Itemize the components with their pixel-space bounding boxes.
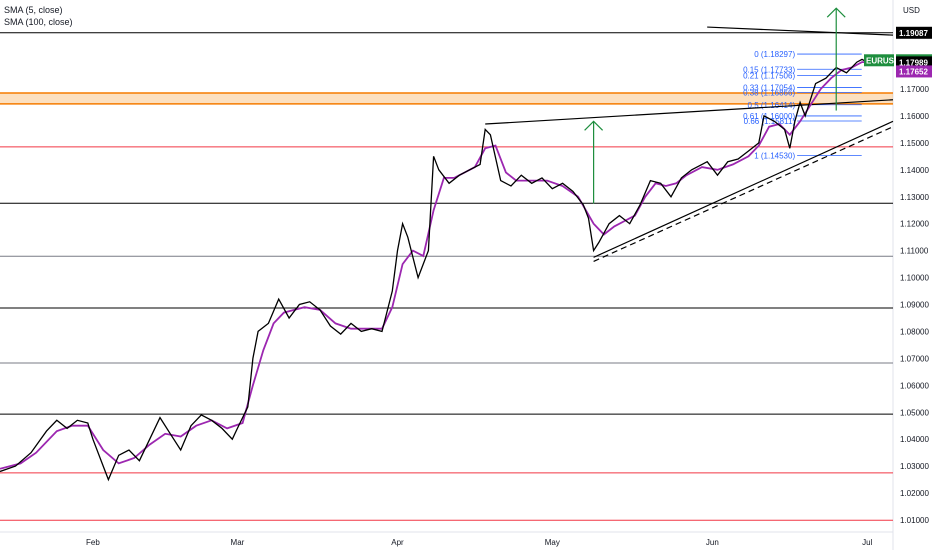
price-tag-label: 1.17652 xyxy=(899,67,928,76)
fib-level-label: 0.61 (1.16000) xyxy=(743,112,795,121)
symbol-tag-label: EURUSD xyxy=(866,56,900,65)
x-tick-label: Mar xyxy=(231,538,245,547)
y-tick-label: 1.02000 xyxy=(900,489,929,498)
legend-sma-fast[interactable]: SMA (5, close) xyxy=(4,5,63,15)
fib-level-label: 0.5 (1.16414) xyxy=(748,101,796,110)
resistance-zone xyxy=(0,93,893,104)
fib-level-label: 0 (1.18297) xyxy=(754,50,795,59)
projection-arrowhead xyxy=(584,120,604,131)
trendline xyxy=(485,99,894,125)
price-tag xyxy=(896,56,932,69)
trendline xyxy=(593,120,894,258)
fib-level-label: 0.15 (1.17733) xyxy=(743,65,795,74)
x-tick-label: Jun xyxy=(706,538,719,547)
sma-fast-line xyxy=(0,61,873,470)
fib-level-label: 0.33 (1.17054) xyxy=(743,84,795,93)
x-tick-label: Feb xyxy=(86,538,100,547)
y-tick-label: 1.08000 xyxy=(900,327,929,336)
y-tick-label: 1.05000 xyxy=(900,408,929,417)
fib-level-label: 0.66 (1.15811) xyxy=(744,117,796,126)
y-tick-label: 1.13000 xyxy=(900,193,929,202)
y-tick-label: 1.09000 xyxy=(900,301,929,310)
projection-arrowhead xyxy=(826,7,846,18)
currency-label: USD xyxy=(903,6,920,15)
symbol-tag xyxy=(864,54,894,67)
price-tag xyxy=(896,26,932,39)
fib-level-label: 1 (1.14530) xyxy=(754,152,795,161)
trendline xyxy=(593,126,894,262)
legend-sma-slow[interactable]: SMA (100, close) xyxy=(4,17,73,27)
y-tick-label: 1.16000 xyxy=(900,112,929,121)
y-tick-label: 1.15000 xyxy=(900,139,929,148)
y-tick-label: 1.06000 xyxy=(900,381,929,390)
trendline xyxy=(707,26,894,36)
chart-legend: SMA (5, close) SMA (100, close) xyxy=(4,4,73,28)
x-tick-label: Jul xyxy=(862,538,872,547)
x-tick-label: May xyxy=(545,538,560,547)
y-tick-label: 1.11000 xyxy=(900,247,929,256)
y-tick-label: 1.03000 xyxy=(900,462,929,471)
price-line xyxy=(0,58,873,482)
y-tick-label: 1.01000 xyxy=(900,516,929,525)
y-tick-label: 1.14000 xyxy=(900,166,929,175)
y-tick-label: 1.07000 xyxy=(900,354,929,363)
price-tag-label: 1.19087 xyxy=(899,29,928,38)
fib-level-label: 0.38 (1.16866) xyxy=(743,89,795,98)
fib-level-label: 0.21 (1.17506) xyxy=(743,71,795,80)
y-tick-label: 1.10000 xyxy=(900,274,929,283)
price-tag-label: 1.17989 xyxy=(899,58,928,67)
y-tick-label: 1.04000 xyxy=(900,435,929,444)
price-tag xyxy=(896,65,932,78)
y-tick-label: 1.12000 xyxy=(900,220,929,229)
x-tick-label: Apr xyxy=(391,538,404,547)
y-tick-label: 1.17000 xyxy=(900,85,929,94)
